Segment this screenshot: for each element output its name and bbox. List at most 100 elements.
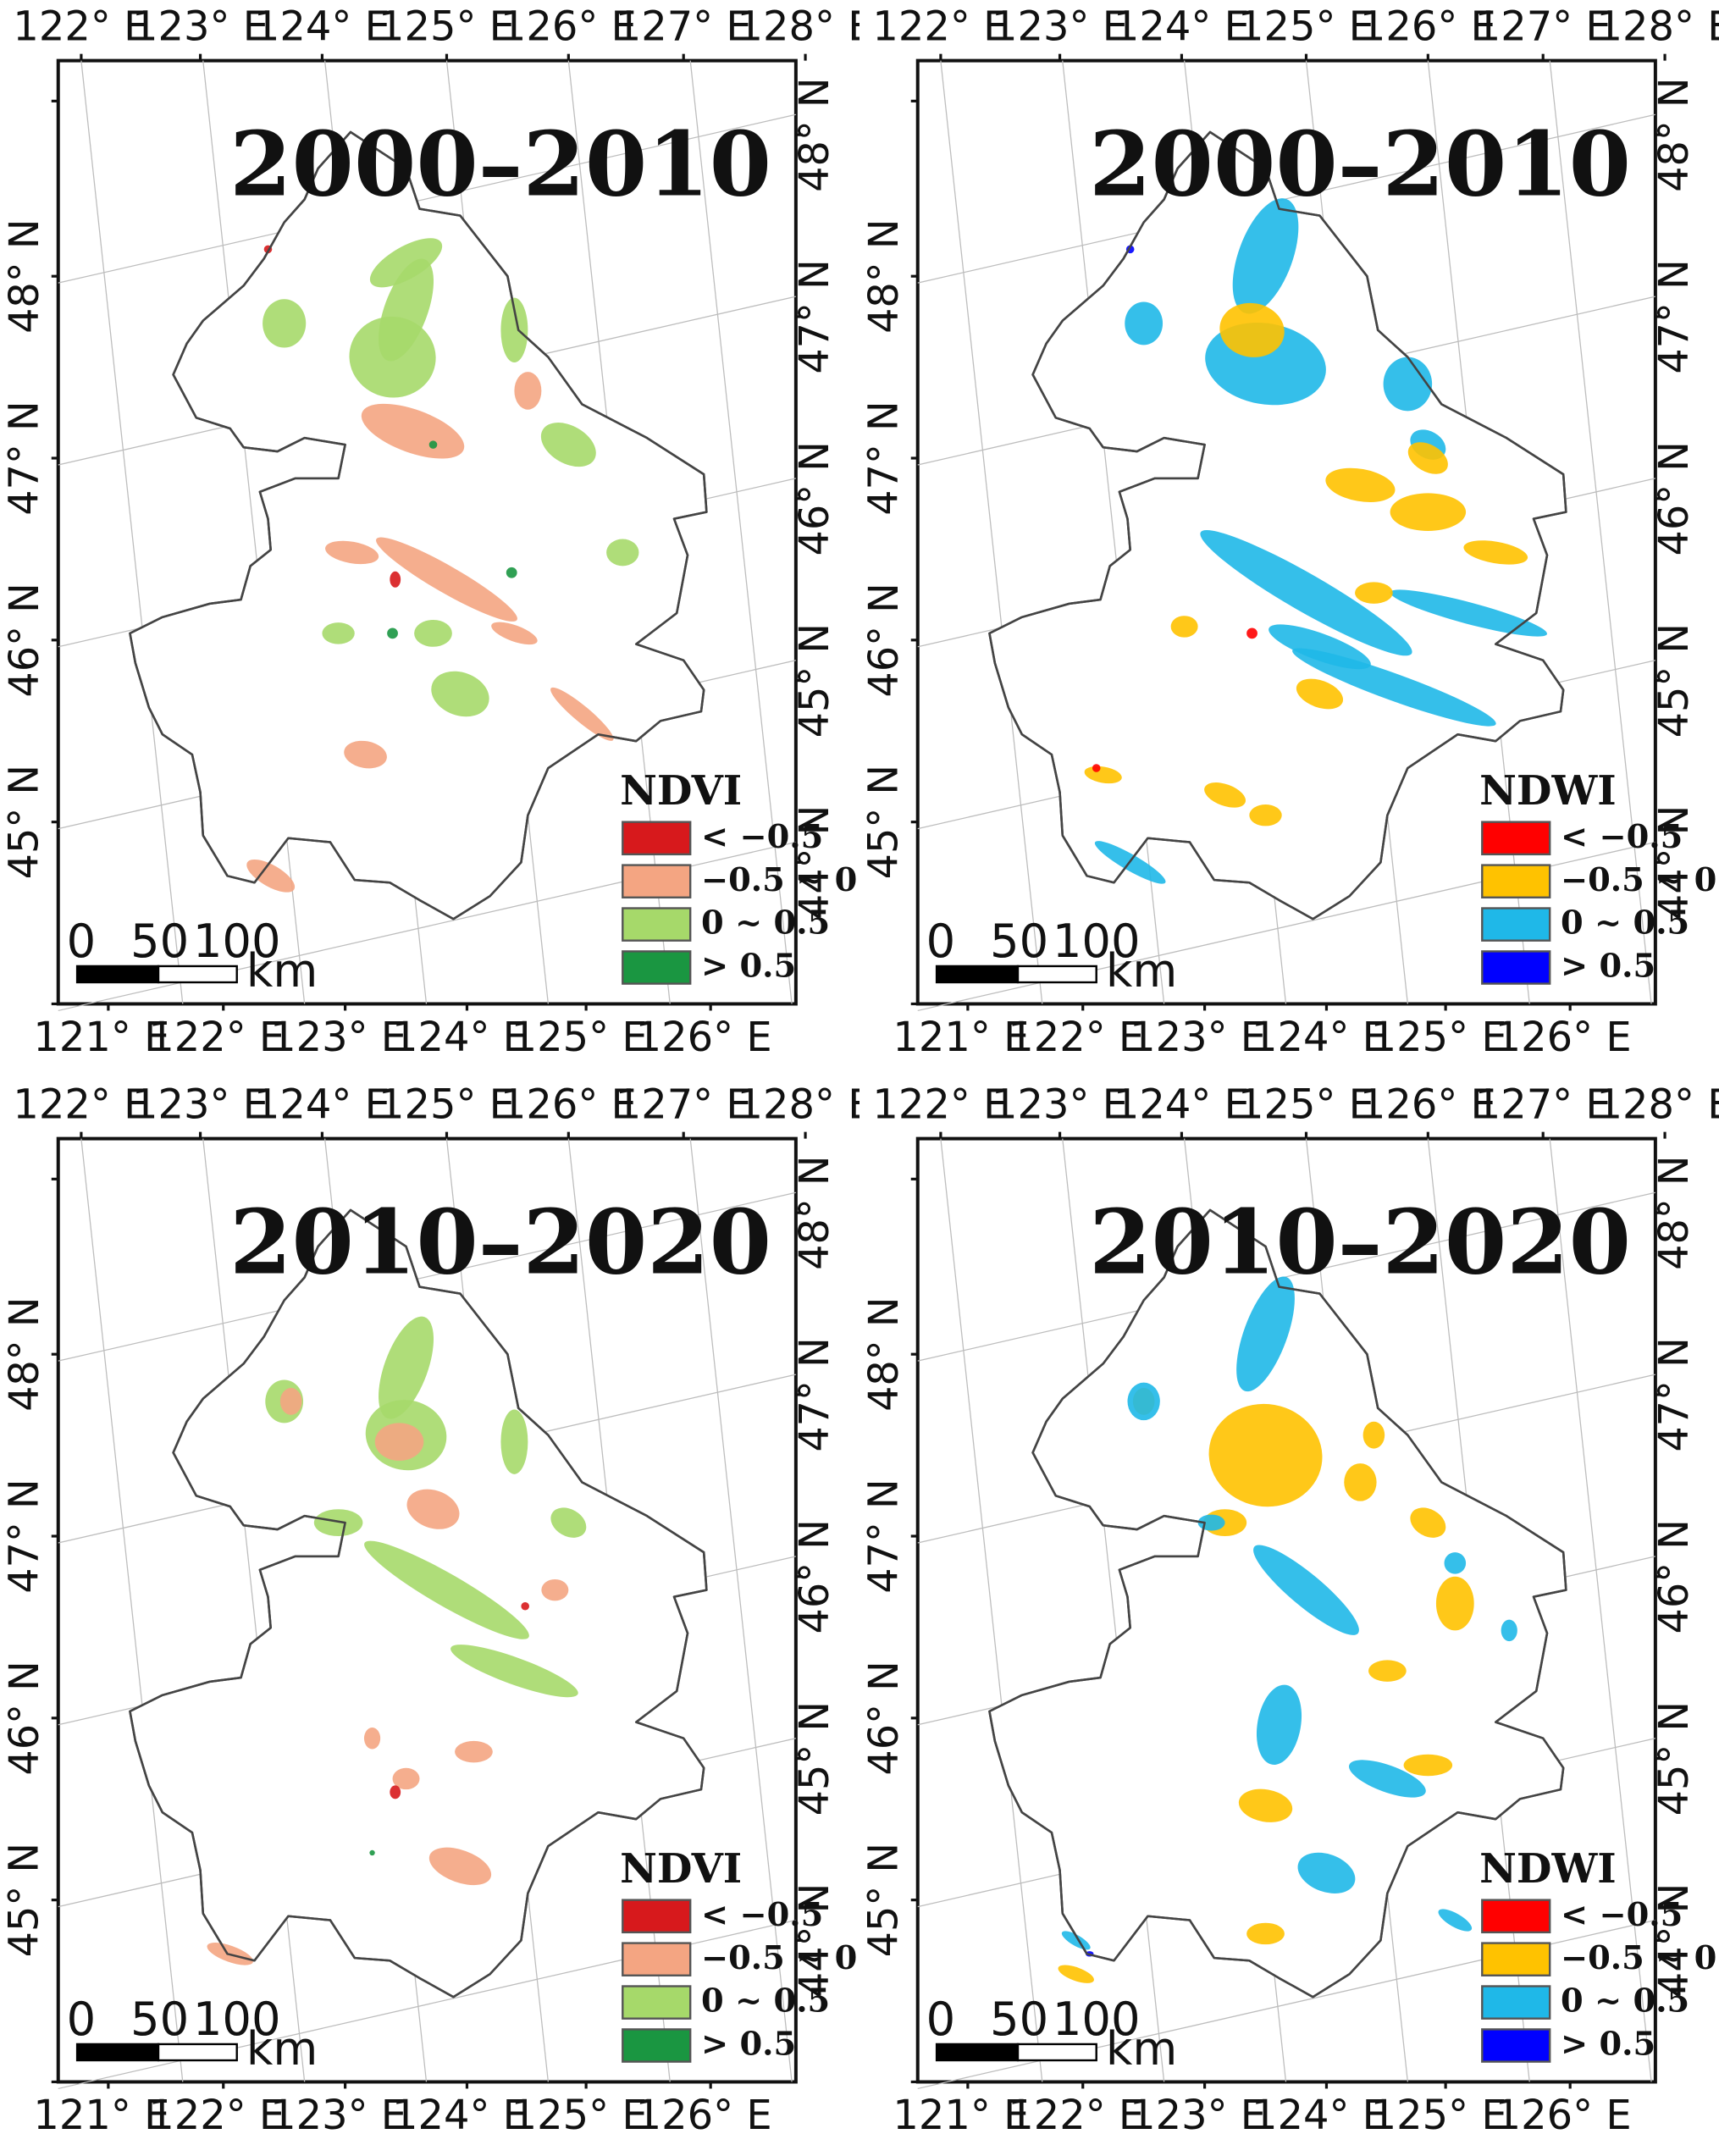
change-patch [500, 297, 528, 363]
legend-title: NDWI [1479, 1845, 1617, 1893]
lat-label-right: 48° N [792, 1155, 838, 1269]
change-patch [1092, 764, 1101, 772]
lat-label-left: 48° N [861, 1296, 908, 1411]
change-patch [1296, 678, 1344, 710]
legend-label: −0.5 ~ 0 [1561, 1939, 1716, 1977]
lon-label-top: 126° E [1360, 4, 1496, 51]
scale-label: 50 [990, 1993, 1048, 2046]
change-patches [246, 238, 639, 893]
change-patch [1256, 1684, 1302, 1766]
legend-swatch [622, 821, 692, 856]
lon-label-top: 126° E [500, 4, 637, 51]
legend-swatch [1481, 907, 1551, 942]
change-patch [1246, 627, 1257, 639]
change-patch [1344, 1463, 1377, 1501]
change-patch [1403, 1754, 1453, 1777]
lat-label-right: 46° N [1651, 441, 1698, 556]
lat-label-right: 44° N [792, 805, 838, 920]
change-patch [376, 537, 517, 622]
scale-label: 50 [130, 915, 189, 968]
lon-label-top: 124° E [1114, 4, 1250, 51]
legend-swatch [622, 2028, 692, 2063]
change-patch [1236, 1276, 1295, 1392]
lat-label-left: 46° N [861, 1661, 908, 1775]
legend-label: > 0.5 [701, 2026, 796, 2064]
legend-label: 0 ~ 0.5 [701, 904, 830, 943]
lon-label-bottom: 122° E [1008, 2092, 1144, 2139]
lat-label-left: 46° N [2, 583, 48, 697]
legend-swatch [622, 1899, 692, 1934]
change-patch [506, 567, 517, 578]
lat-label-right: 46° N [792, 1519, 838, 1634]
legend-swatch [622, 950, 692, 985]
change-patch [369, 238, 443, 288]
change-patch [514, 372, 542, 410]
scale-label: 100 [1053, 1993, 1141, 2046]
lon-label-bottom: 126° E [636, 2092, 772, 2139]
change-patch [541, 1578, 569, 1601]
lat-label-right: 48° N [1651, 77, 1698, 191]
lon-label-top: 123° E [132, 1082, 268, 1129]
change-patch [279, 1387, 302, 1415]
lat-label-right: 48° N [792, 77, 838, 191]
lon-label-bottom: 123° E [1130, 1014, 1266, 1061]
change-patch [374, 1423, 424, 1461]
lon-label-bottom: 125° E [511, 1014, 648, 1061]
lat-label-right: 47° N [792, 259, 838, 373]
change-patch [387, 627, 398, 639]
lon-label-bottom: 124° E [1252, 2092, 1388, 2139]
change-patch [363, 1727, 381, 1750]
change-patch [1355, 582, 1393, 604]
change-patch [379, 258, 434, 362]
legend-label: > 0.5 [1561, 948, 1655, 986]
lon-label-bottom: 126° E [1495, 1014, 1632, 1061]
lat-label-left: 45° N [2, 765, 48, 879]
change-patch [1348, 1760, 1426, 1798]
lon-label-top: 122° E [872, 1082, 1009, 1129]
legend-label: −0.5 ~ 0 [701, 1939, 857, 1977]
lat-label-right: 44° N [1651, 1883, 1698, 1998]
lat-label-left: 45° N [2, 1843, 48, 1957]
change-patch [414, 619, 452, 647]
lat-label-right: 45° N [792, 1701, 838, 1816]
change-patches [1058, 1276, 1517, 1983]
lon-label-top: 127° E [616, 4, 752, 51]
change-patch [500, 1409, 528, 1474]
lat-label-left: 47° N [861, 1479, 908, 1593]
change-patch [1325, 467, 1396, 502]
legend-label: −0.5 ~ 0 [1561, 861, 1716, 899]
change-patch [1208, 1403, 1323, 1507]
lon-label-bottom: 122° E [148, 1014, 285, 1061]
change-patch [1438, 1909, 1473, 1932]
lat-label-right: 45° N [792, 623, 838, 738]
legend-title: NDVI [620, 767, 742, 815]
lon-label-top: 128° E [1597, 1082, 1719, 1129]
change-patch [1232, 198, 1299, 314]
legend-swatch [1481, 1985, 1551, 2020]
change-patch [313, 1509, 363, 1537]
scale-label: 0 [67, 1993, 97, 2046]
change-patch [322, 622, 355, 644]
lat-label-left: 46° N [861, 583, 908, 697]
change-patch [550, 1507, 587, 1538]
change-patch [1058, 1965, 1094, 1983]
change-patch [1292, 648, 1496, 727]
legend: NDWI< −0.5 −0.5 ~ 0 0 ~ 0.5 > 0.5 [1479, 767, 1716, 986]
change-patch [1061, 1931, 1091, 1950]
change-patch [1170, 616, 1198, 638]
scale-unit: km [1106, 944, 1177, 998]
period-title: 2000–2010 [1089, 112, 1631, 217]
change-patch [344, 740, 387, 769]
scale-label: 50 [990, 915, 1048, 968]
legend-swatch [1481, 864, 1551, 898]
change-patch [428, 440, 438, 449]
scale-label: 0 [926, 915, 956, 968]
lon-label-top: 123° E [132, 4, 268, 51]
